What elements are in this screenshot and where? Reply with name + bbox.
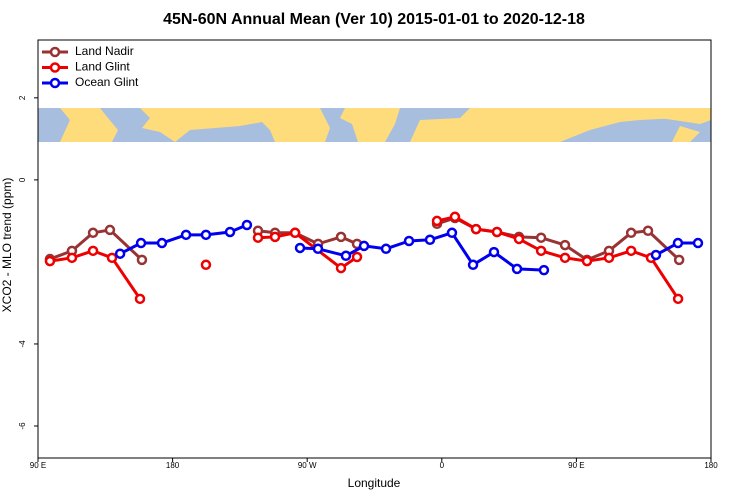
data-point — [672, 237, 684, 249]
data-point — [335, 262, 347, 274]
data-point — [269, 231, 281, 243]
series-line — [49, 216, 681, 262]
data-point — [672, 293, 684, 305]
data-point — [87, 227, 99, 239]
data-point — [513, 233, 525, 245]
x-tick-label: 90 W — [298, 461, 317, 470]
data-point — [673, 254, 685, 266]
data-point — [289, 227, 301, 239]
data-point — [180, 229, 192, 241]
data-point — [559, 252, 571, 264]
x-tick-label: 180 — [166, 461, 180, 470]
data-point — [200, 259, 212, 271]
map-water — [100, 108, 175, 142]
data-point — [106, 252, 118, 264]
data-point — [294, 242, 306, 254]
legend-label: Land Glint — [75, 60, 130, 74]
data-point — [351, 251, 363, 263]
data-point — [44, 255, 56, 267]
x-tick-label: 0 — [440, 461, 445, 470]
x-tick-label: 180 — [704, 461, 718, 470]
legend-marker — [49, 77, 61, 89]
legend-marker — [49, 62, 61, 73]
data-point — [114, 248, 126, 259]
data-point — [156, 237, 168, 249]
y-tick-label: -4 — [18, 340, 27, 348]
data-point — [488, 246, 500, 258]
data-point — [650, 249, 662, 261]
data-point — [380, 243, 392, 255]
data-point — [135, 237, 147, 249]
data-point — [692, 237, 704, 249]
data-point — [603, 252, 615, 264]
map-water — [320, 108, 358, 142]
data-point — [104, 224, 116, 236]
x-tick-label: 90 E — [30, 461, 46, 470]
data-point — [66, 252, 78, 264]
data-point — [136, 254, 148, 266]
data-point — [134, 293, 146, 305]
data-point — [642, 225, 654, 236]
data-point — [559, 239, 571, 251]
data-point — [200, 229, 212, 241]
map-water — [175, 122, 275, 142]
chart-title: 45N-60N Annual Mean (Ver 10) 2015-01-01 … — [163, 11, 585, 28]
y-tick-label: 0 — [18, 177, 27, 182]
map-water — [480, 108, 711, 142]
x-axis-label: Longitude — [348, 476, 401, 490]
data-point — [424, 234, 436, 246]
data-point — [335, 231, 347, 243]
y-tick-label: 2 — [18, 95, 27, 100]
data-point — [87, 245, 99, 257]
data-point — [470, 223, 482, 235]
data-point — [224, 226, 236, 238]
y-tick-label: -6 — [18, 422, 27, 430]
map-land — [600, 108, 690, 120]
data-point — [625, 245, 637, 257]
data-point — [581, 255, 593, 267]
data-point — [511, 263, 523, 275]
data-point — [446, 227, 458, 239]
data-point — [403, 235, 415, 247]
data-point — [340, 250, 352, 262]
map-land — [672, 126, 700, 142]
data-point — [252, 232, 264, 243]
plot-frame — [37, 39, 712, 459]
legend-marker — [49, 46, 61, 58]
legend-label: Land Nadir — [75, 44, 134, 58]
data-point — [491, 226, 503, 238]
data-point — [449, 211, 461, 223]
map-water — [38, 108, 70, 142]
map-strip — [38, 108, 711, 142]
y-axis-label: XCO2 - MLO trend (ppm) — [0, 178, 14, 313]
data-point — [467, 259, 479, 271]
x-tick-label: 90 E — [568, 461, 584, 470]
data-point — [358, 240, 370, 252]
data-point — [538, 264, 550, 276]
map-water — [385, 108, 470, 142]
data-point — [241, 219, 253, 231]
legend-label: Ocean Glint — [75, 75, 139, 89]
data-point — [312, 243, 324, 255]
data-point — [625, 227, 637, 239]
data-point — [535, 232, 547, 243]
data-point — [535, 245, 547, 257]
data-point — [431, 215, 443, 227]
